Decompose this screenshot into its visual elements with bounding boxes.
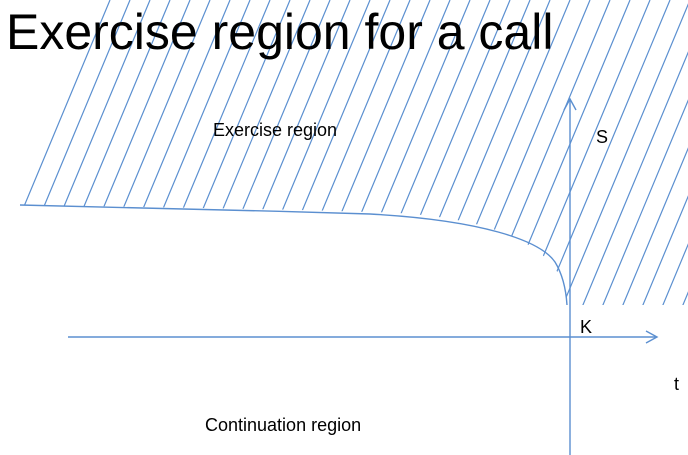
hatch-line <box>539 0 688 305</box>
hatch-line <box>619 0 688 305</box>
hatch-line <box>599 0 688 305</box>
page-title: Exercise region for a call <box>6 4 554 60</box>
hatch-line <box>659 0 688 305</box>
hatch-line <box>679 0 688 305</box>
hatch-line <box>559 0 688 305</box>
continuation-region-label: Continuation region <box>205 415 361 435</box>
s-axis-label: S <box>596 127 608 147</box>
exercise-boundary-curve <box>19 204 568 306</box>
exercise-region-label: Exercise region <box>213 120 337 140</box>
t-axis <box>68 330 659 344</box>
strike-label: K <box>580 317 592 337</box>
hatch-line <box>0 0 111 305</box>
hatch-line <box>579 0 688 305</box>
hatch-line <box>639 0 688 305</box>
s-axis <box>563 97 577 455</box>
t-axis-label: t <box>674 374 679 394</box>
